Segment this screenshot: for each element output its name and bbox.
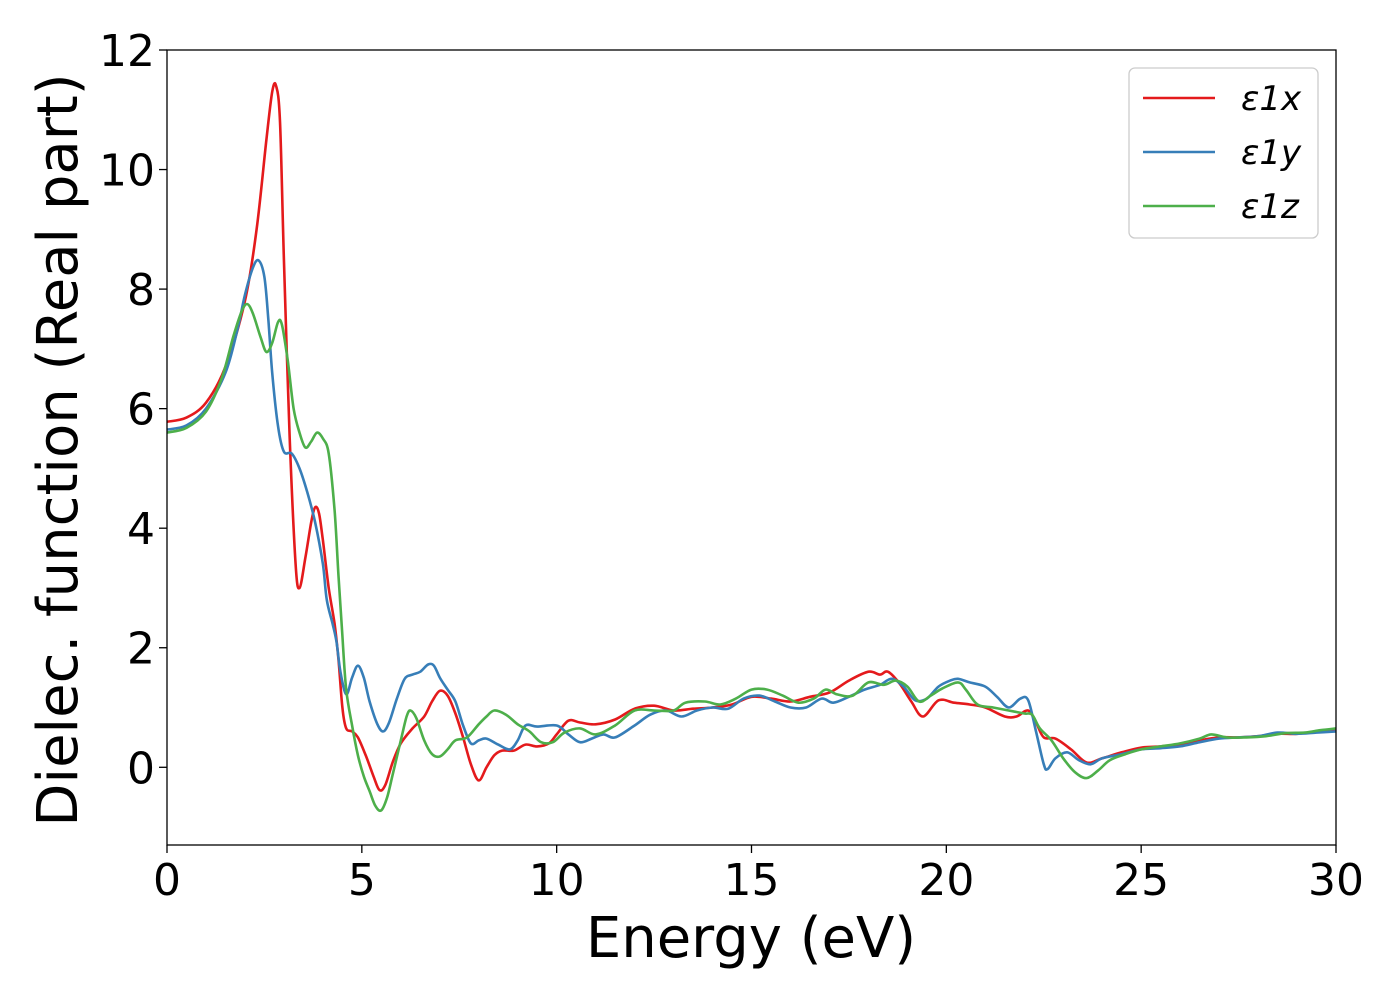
legend-label: ε1z — [1241, 187, 1300, 227]
x-tick-label: 20 — [918, 855, 974, 906]
x-axis-title: Energy (eV) — [586, 906, 916, 971]
y-axis: 0 2 4 6 8 10 12 — [99, 26, 167, 794]
y-tick-label: 8 — [127, 265, 155, 316]
x-tick-label: 30 — [1308, 855, 1364, 906]
y-tick-label: 12 — [99, 26, 155, 77]
x-tick-label: 5 — [348, 855, 376, 906]
legend-label: ε1x — [1241, 79, 1302, 119]
x-tick-label: 15 — [724, 855, 780, 906]
series-line-eps1-x — [167, 81, 1336, 792]
y-axis-title: Dielec. function (Real part) — [26, 73, 91, 826]
y-tick-label: 0 — [127, 743, 155, 794]
x-tick-label: 10 — [529, 855, 585, 906]
legend-label: ε1y — [1241, 133, 1302, 173]
series-line-eps1-y — [167, 258, 1336, 771]
legend-box — [1128, 67, 1319, 239]
plot-area — [167, 81, 1336, 813]
y-tick-label: 10 — [99, 146, 155, 197]
y-tick-label: 4 — [127, 504, 155, 555]
legend: ε1x ε1y ε1z — [1128, 67, 1319, 239]
y-tick-label: 6 — [127, 385, 155, 436]
y-tick-label: 2 — [127, 624, 155, 675]
series-line-eps1-z — [167, 302, 1336, 813]
x-tick-label: 25 — [1113, 855, 1169, 906]
x-axis: 0 5 10 15 20 25 30 — [153, 845, 1364, 906]
x-tick-label: 0 — [153, 855, 181, 906]
